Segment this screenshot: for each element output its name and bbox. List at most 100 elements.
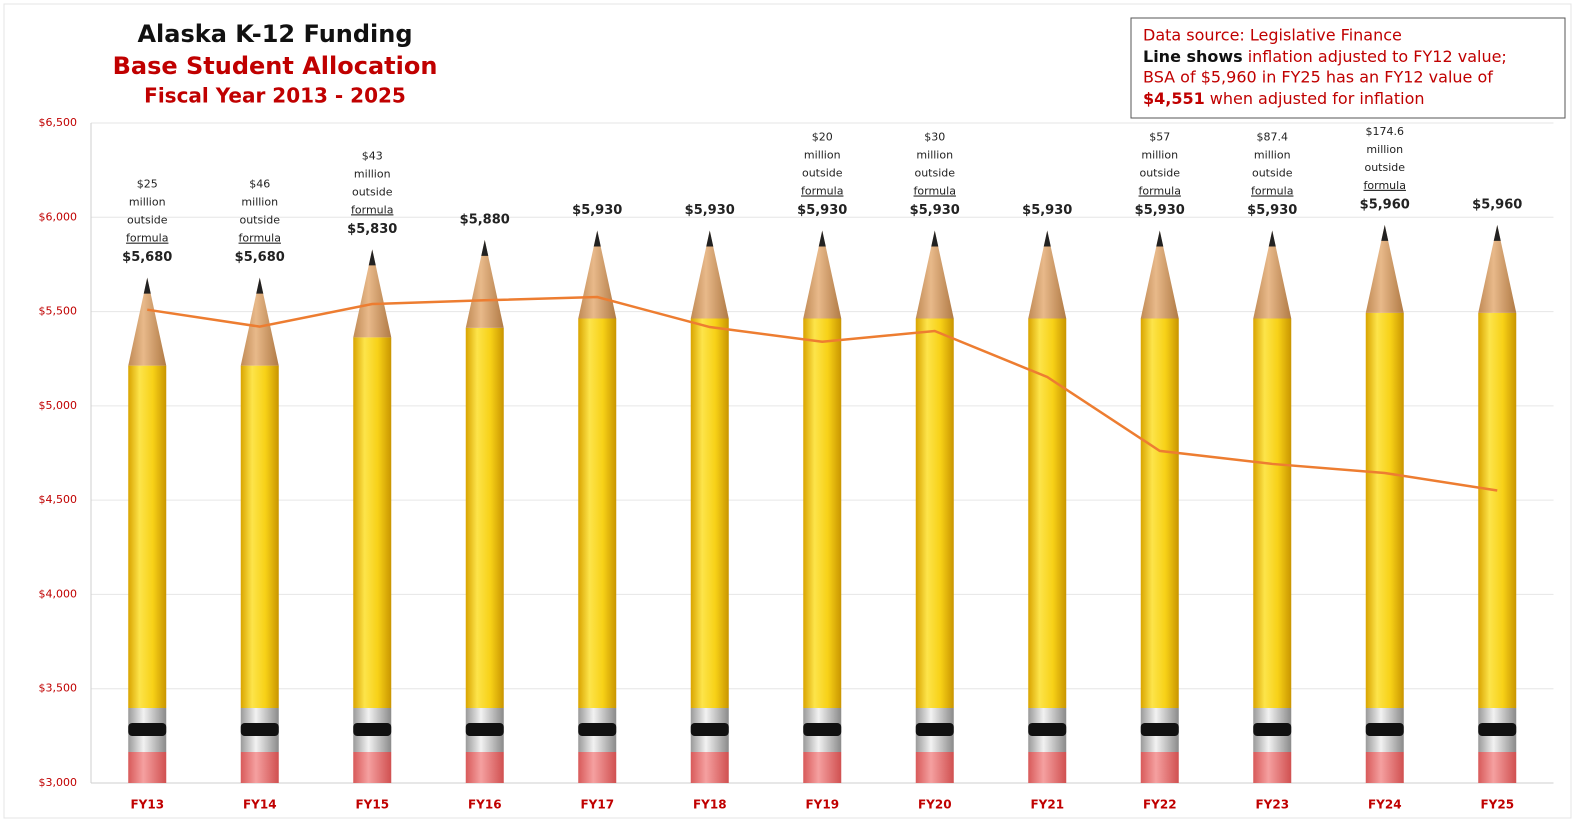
pencil-lead (368, 249, 376, 266)
x-tick-label: FY16 (468, 798, 502, 812)
annotation: million (354, 167, 391, 180)
pencil-band (690, 723, 729, 736)
annotation: formula (1251, 184, 1293, 197)
pencil-body (690, 318, 729, 708)
value-label: $5,680 (235, 250, 285, 265)
pencil-body (1028, 318, 1067, 708)
annotation: outside (914, 166, 955, 179)
pencil-body (578, 318, 617, 708)
pencil-bar (1140, 230, 1179, 783)
pencil-bar (1253, 230, 1292, 783)
pencil-lead (1493, 224, 1501, 241)
annotation: $25 (137, 178, 158, 191)
pencil-lead (1043, 230, 1051, 247)
annotation: $57 (1149, 130, 1170, 143)
pencil-wood (128, 277, 167, 366)
pencil-wood (465, 239, 504, 328)
y-tick-label: $3,000 (39, 776, 78, 789)
annotation: formula (126, 232, 168, 245)
pencil-band (128, 723, 167, 736)
annotation: million (129, 196, 166, 209)
x-tick-label: FY22 (1143, 798, 1177, 812)
annotation: million (1254, 148, 1291, 161)
pencil-bar (1028, 230, 1067, 783)
pencil-eraser (1028, 752, 1067, 783)
pencil-eraser (465, 752, 504, 783)
annotation: $30 (924, 130, 945, 143)
pencil-eraser (1253, 752, 1292, 783)
x-tick-label: FY14 (243, 798, 277, 812)
x-tick-label: FY20 (918, 798, 952, 812)
pencil-body (1478, 312, 1517, 708)
y-tick-label: $5,500 (39, 305, 78, 318)
pencil-band (240, 723, 279, 736)
inflation-line (147, 295, 1498, 492)
pencil-lead (1156, 230, 1164, 247)
pencil-bar (240, 277, 279, 783)
pencil-wood (1253, 230, 1292, 319)
pencil-eraser (803, 752, 842, 783)
annotation: outside (239, 214, 280, 227)
x-tick-label: FY25 (1480, 798, 1514, 812)
value-label: $5,960 (1472, 197, 1522, 212)
pencil-bar (578, 230, 617, 783)
annotation: outside (1364, 161, 1405, 174)
line-note-text: inflation adjusted to FY12 value; (1248, 47, 1507, 66)
adjusted-text: when adjusted for inflation (1210, 89, 1425, 108)
value-label: $5,960 (1360, 197, 1410, 212)
pencil-lead (1381, 224, 1389, 241)
annotation: outside (352, 185, 393, 198)
pencil-band (465, 723, 504, 736)
pencil-wood (1140, 230, 1179, 319)
x-tick-label: FY24 (1368, 798, 1402, 812)
pencil-bar (915, 230, 954, 783)
chart-subtitle: Fiscal Year 2013 - 2025 (144, 84, 406, 108)
pencil-body (803, 318, 842, 708)
pencil-bar (690, 230, 729, 783)
pencil-wood (690, 230, 729, 319)
x-tick-label: FY18 (693, 798, 727, 812)
pencil-wood (1478, 224, 1517, 313)
y-tick-label: $6,500 (39, 116, 78, 129)
pencil-lead (818, 230, 826, 247)
x-tick-label: FY17 (580, 798, 614, 812)
pencil-body (465, 327, 504, 708)
annotation: outside (1139, 166, 1180, 179)
pencil-band (803, 723, 842, 736)
annotation: formula (801, 184, 843, 197)
x-tick-label: FY15 (355, 798, 389, 812)
pencil-body (353, 337, 392, 708)
pencil-band (578, 723, 617, 736)
pencil-eraser (578, 752, 617, 783)
y-tick-label: $4,000 (39, 587, 78, 600)
annotation: formula (351, 203, 393, 216)
value-label: $5,680 (122, 250, 172, 265)
pencil-band (1365, 723, 1404, 736)
source-box-frame (1130, 17, 1566, 119)
pencil-lead (593, 230, 601, 247)
y-tick-label: $6,000 (39, 210, 78, 223)
source-box: Data source: Legislative Finance Line sh… (1130, 17, 1566, 119)
annotation: million (1366, 143, 1403, 156)
line-note-bold: Line shows (1143, 47, 1243, 66)
line-note: Line shows inflation adjusted to FY12 val… (1143, 47, 1507, 66)
value-label: $5,830 (347, 222, 397, 237)
adjusted-note: $4,551 when adjusted for inflation (1143, 89, 1425, 108)
bsa-note: BSA of $5,960 in FY25 has an FY12 value … (1143, 68, 1493, 87)
y-tick-label: $4,500 (39, 493, 78, 506)
annotation: outside (802, 166, 843, 179)
pencil-band (1253, 723, 1292, 736)
pencil-body (240, 365, 279, 708)
pencil-wood (240, 277, 279, 366)
pencil-bar (803, 230, 842, 783)
annotation: million (241, 196, 278, 209)
value-label: $5,930 (1247, 203, 1297, 218)
chart-subtitle: Base Student Allocation (113, 52, 438, 80)
y-tick-label: $5,000 (39, 399, 78, 412)
pencil-wood (353, 249, 392, 338)
value-label: $5,930 (1135, 203, 1185, 218)
pencil-body (915, 318, 954, 708)
x-tick-label: FY23 (1255, 798, 1289, 812)
pencil-lead (706, 230, 714, 247)
chart-title: Alaska K-12 Funding (137, 20, 412, 48)
